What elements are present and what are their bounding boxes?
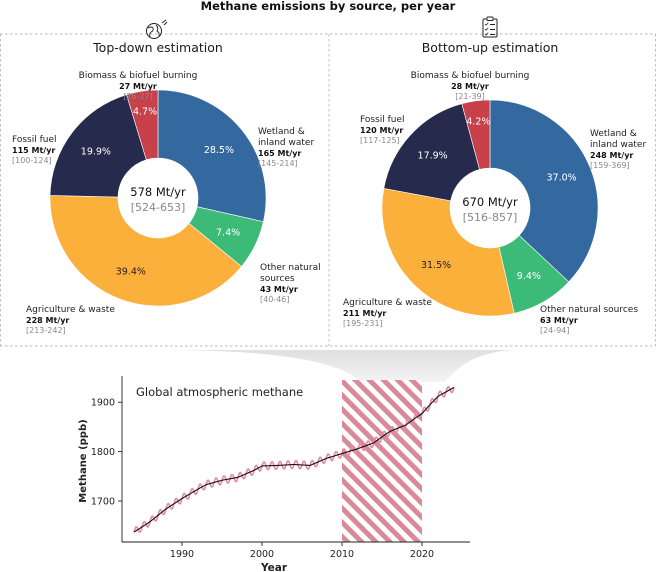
slice-value-label: 28 Mt/yr: [451, 82, 489, 91]
center-total-label: 578 Mt/yr: [130, 185, 186, 199]
clipboard-checklist-icon: [482, 16, 498, 38]
x-tick-label: 2000: [250, 549, 274, 560]
slice-name-label: Agriculture & waste: [26, 305, 115, 315]
slice-name-label: Agriculture & waste: [343, 298, 432, 308]
x-tick-label: 1990: [170, 549, 194, 560]
highlight-2010-2020: [342, 380, 422, 542]
center-range-label: [516-857]: [463, 211, 518, 224]
globe-icon: [146, 19, 168, 39]
slice-value-label: 27 Mt/yr: [119, 82, 157, 91]
donut-hole: [450, 168, 530, 248]
center-total-label: 670 Mt/yr: [462, 195, 518, 209]
slice-range-label: [40-46]: [260, 295, 290, 304]
slice-value-label: 43 Mt/yr: [260, 285, 298, 294]
donut-hole: [118, 158, 198, 238]
y-tick-label: 1700: [91, 497, 115, 508]
zoom-funnel: [160, 350, 520, 382]
x-tick-label: 2020: [410, 549, 434, 560]
chart-title: Top-down estimation: [92, 40, 223, 55]
slice-name-label: Other natural sources: [540, 305, 638, 315]
slice-range-label: [159-369]: [590, 161, 630, 170]
slice-range-label: [24-94]: [540, 326, 570, 335]
slice-pct-label: 9.4%: [517, 271, 541, 282]
global-methane-line-chart: 1700 1800 1900 1990 2000 2010 2020 Year Methane …: [78, 376, 470, 572]
slice-range-label: [21-39]: [455, 92, 485, 101]
slice-name-label: inland water: [590, 140, 646, 150]
trend-methane-series: [133, 386, 455, 533]
slice-value-label: 165 Mt/yr: [258, 149, 301, 158]
slice-name-label: inland water: [258, 138, 314, 148]
x-axis-label: Year: [260, 562, 288, 572]
slice-name-label: Fossil fuel: [360, 115, 405, 125]
chart-title: Bottom-up estimation: [422, 40, 559, 55]
slice-range-label: [100-124]: [12, 156, 52, 165]
y-axis-label: Methane (ppb): [78, 419, 89, 502]
slice-name-label: Wetland &: [590, 129, 637, 139]
slice-value-label: 63 Mt/yr: [540, 316, 578, 325]
bottom-up-donut-chart: Bottom-up estimation 37.0% Wetland &inland…: [343, 40, 646, 335]
slice-range-label: [26-27]: [123, 92, 153, 101]
slice-pct-label: 4.7%: [133, 106, 157, 117]
slice-pct-label: 28.5%: [204, 145, 234, 156]
y-tick-label: 1800: [91, 447, 115, 458]
line-chart-title: Global atmospheric methane: [136, 385, 303, 399]
slice-range-label: [195-231]: [343, 319, 383, 328]
x-tick-label: 2010: [330, 549, 354, 560]
slice-value-label: 228 Mt/yr: [26, 316, 69, 325]
slice-pct-label: 17.9%: [418, 151, 448, 162]
slice-value-label: 115 Mt/yr: [12, 146, 55, 155]
top-down-donut-chart: Top-down estimation 28.5% Wetland &inland …: [12, 40, 321, 335]
slice-range-label: [213-242]: [26, 326, 66, 335]
slice-name-label: Biomass & biofuel burning: [411, 71, 530, 81]
slice-pct-label: 37.0%: [546, 173, 576, 184]
slice-pct-label: 31.5%: [421, 260, 451, 271]
slice-fossil: [383, 103, 480, 202]
slice-value-label: 211 Mt/yr: [343, 309, 386, 318]
y-tick-label: 1900: [91, 398, 115, 409]
center-range-label: [524-653]: [131, 201, 186, 214]
slice-name-label: Other natural: [260, 263, 321, 273]
figure-title: Methane emissions by source, per year: [201, 0, 456, 13]
slice-range-label: [117-125]: [360, 136, 400, 145]
slice-value-label: 248 Mt/yr: [590, 151, 633, 160]
slice-name-label: sources: [260, 274, 295, 284]
slice-pct-label: 39.4%: [116, 267, 146, 278]
slice-value-label: 120 Mt/yr: [360, 126, 403, 135]
slice-name-label: Biomass & biofuel burning: [79, 71, 198, 81]
slice-name-label: Fossil fuel: [12, 135, 57, 145]
slice-pct-label: 7.4%: [216, 228, 240, 239]
slice-pct-label: 4.2%: [466, 116, 490, 127]
slice-pct-label: 19.9%: [81, 146, 111, 157]
slice-name-label: Wetland &: [258, 127, 305, 137]
slice-range-label: [145-214]: [258, 159, 298, 168]
